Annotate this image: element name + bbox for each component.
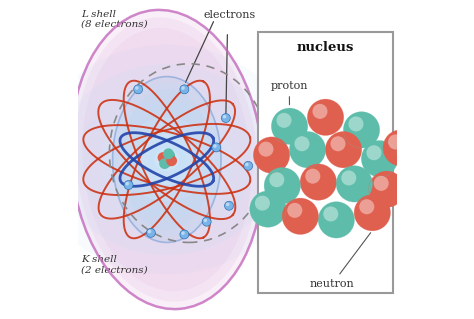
Circle shape	[180, 230, 189, 239]
Circle shape	[289, 131, 326, 168]
Circle shape	[368, 171, 405, 207]
Circle shape	[348, 116, 364, 131]
Ellipse shape	[79, 83, 255, 236]
Circle shape	[181, 231, 185, 235]
Circle shape	[164, 150, 175, 161]
Bar	[258, 32, 393, 293]
Circle shape	[354, 195, 391, 231]
Circle shape	[162, 156, 173, 167]
Text: neutron: neutron	[310, 233, 371, 289]
Circle shape	[166, 155, 177, 166]
Text: electrons: electrons	[203, 10, 256, 19]
Ellipse shape	[147, 142, 186, 177]
Circle shape	[312, 104, 328, 119]
Circle shape	[250, 191, 286, 227]
Circle shape	[323, 206, 338, 221]
Ellipse shape	[119, 118, 215, 201]
Circle shape	[134, 85, 143, 94]
Ellipse shape	[71, 10, 263, 309]
Circle shape	[203, 219, 207, 222]
Circle shape	[226, 203, 229, 206]
Circle shape	[148, 230, 151, 233]
Circle shape	[359, 199, 374, 214]
Circle shape	[255, 196, 270, 211]
Circle shape	[383, 130, 419, 166]
Text: nucleus: nucleus	[297, 41, 354, 55]
Ellipse shape	[57, 64, 277, 255]
Circle shape	[258, 142, 273, 157]
Circle shape	[244, 161, 253, 170]
Circle shape	[264, 167, 301, 204]
Circle shape	[343, 112, 380, 148]
Circle shape	[213, 144, 217, 148]
Circle shape	[388, 134, 403, 150]
Circle shape	[361, 140, 398, 177]
Circle shape	[181, 86, 185, 90]
Circle shape	[180, 85, 189, 94]
Circle shape	[271, 108, 308, 145]
Circle shape	[253, 137, 290, 173]
Ellipse shape	[155, 148, 179, 171]
Text: proton: proton	[271, 81, 308, 105]
Circle shape	[223, 115, 226, 118]
Circle shape	[163, 148, 174, 159]
Circle shape	[330, 136, 346, 151]
Ellipse shape	[113, 77, 221, 242]
Circle shape	[212, 143, 221, 152]
Text: K shell
(2 electrons): K shell (2 electrons)	[81, 255, 147, 275]
Circle shape	[124, 181, 133, 189]
Ellipse shape	[101, 102, 233, 217]
Circle shape	[245, 163, 248, 166]
Circle shape	[282, 198, 319, 234]
Circle shape	[269, 172, 284, 187]
Circle shape	[300, 164, 337, 200]
Circle shape	[135, 86, 138, 90]
Circle shape	[126, 182, 129, 185]
Circle shape	[287, 203, 302, 218]
Circle shape	[336, 166, 373, 202]
Ellipse shape	[75, 18, 258, 301]
Circle shape	[318, 202, 355, 238]
Circle shape	[157, 152, 168, 163]
Circle shape	[294, 136, 310, 151]
Circle shape	[325, 131, 362, 168]
Circle shape	[159, 158, 170, 169]
Circle shape	[341, 170, 356, 185]
Circle shape	[305, 169, 320, 184]
Circle shape	[307, 99, 344, 136]
Ellipse shape	[121, 89, 213, 230]
Circle shape	[366, 145, 382, 160]
Circle shape	[146, 228, 155, 237]
Circle shape	[202, 217, 211, 226]
Circle shape	[221, 114, 230, 122]
Ellipse shape	[82, 28, 252, 291]
Ellipse shape	[35, 45, 299, 274]
Ellipse shape	[137, 134, 196, 185]
Circle shape	[225, 201, 234, 210]
Circle shape	[374, 176, 389, 191]
Text: L shell
(8 electrons): L shell (8 electrons)	[81, 10, 147, 29]
Circle shape	[276, 113, 292, 128]
